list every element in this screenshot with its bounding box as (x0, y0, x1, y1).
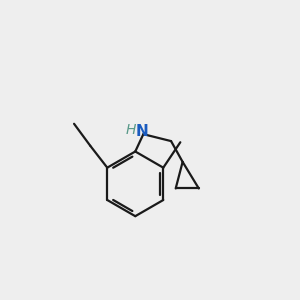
Text: H: H (125, 123, 136, 137)
Text: N: N (136, 124, 148, 139)
